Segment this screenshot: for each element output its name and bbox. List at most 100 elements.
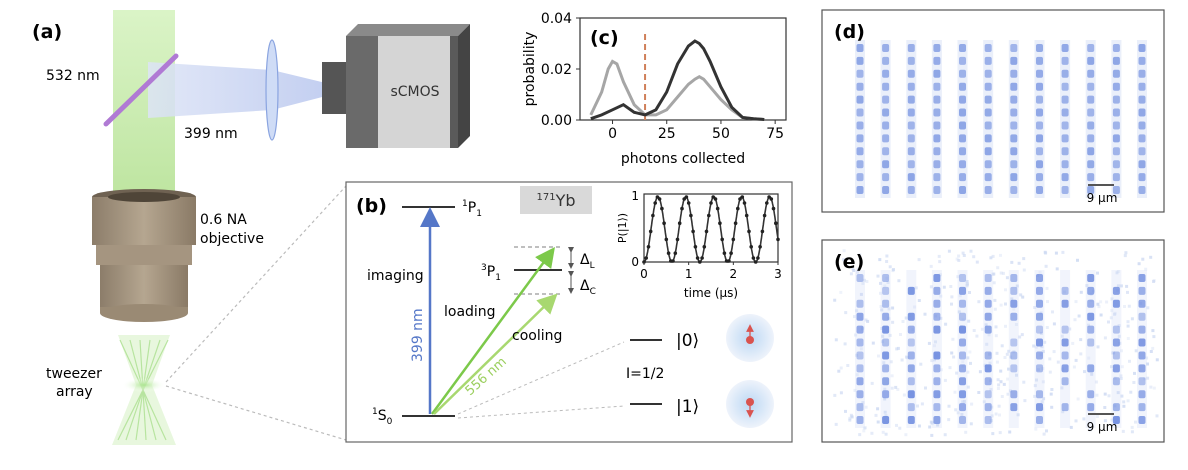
atom-spot — [882, 364, 890, 373]
image-noise-pixel — [844, 409, 847, 413]
atom-spot — [959, 364, 966, 373]
atom-spot — [1138, 377, 1146, 386]
image-noise-pixel — [1146, 376, 1150, 380]
image-noise-pixel — [917, 299, 921, 302]
atom-image-e — [833, 249, 1159, 437]
atom-spot — [1010, 299, 1018, 308]
atom-spot — [1112, 286, 1120, 295]
image-noise-pixel — [958, 294, 962, 298]
image-noise-pixel — [889, 360, 893, 364]
image-noise-pixel — [1040, 345, 1044, 349]
image-noise-pixel — [1116, 270, 1120, 273]
histogram-ytick-label: 0.00 — [541, 113, 572, 129]
tweezer-beams — [112, 335, 176, 445]
image-noise-pixel — [920, 402, 924, 406]
image-noise-pixel — [856, 270, 859, 274]
image-noise-pixel — [916, 404, 919, 408]
image-noise-pixel — [1155, 358, 1159, 362]
image-noise-pixel — [1103, 392, 1107, 396]
image-noise-pixel — [849, 272, 853, 276]
image-noise-pixel — [853, 315, 856, 319]
image-noise-pixel — [999, 271, 1003, 275]
objective-label-1: 0.6 NA — [200, 212, 247, 228]
image-noise-pixel — [1124, 251, 1128, 255]
image-noise-pixel — [1044, 251, 1048, 255]
image-noise-pixel — [862, 429, 866, 433]
image-noise-pixel — [1103, 406, 1107, 409]
image-noise-pixel — [930, 359, 934, 363]
histogram-xtick-label: 0 — [608, 126, 617, 142]
image-noise-pixel — [1000, 395, 1004, 398]
image-noise-pixel — [1071, 341, 1075, 345]
image-noise-pixel — [1055, 267, 1059, 271]
image-noise-pixel — [1129, 390, 1133, 394]
rabi-data-point — [691, 229, 695, 234]
atom-spot — [933, 312, 941, 321]
image-noise-pixel — [947, 249, 951, 253]
image-noise-pixel — [1069, 425, 1073, 429]
zoom-line-state1 — [457, 405, 625, 419]
image-noise-pixel — [929, 264, 933, 268]
atom-spot — [882, 338, 890, 347]
image-noise-pixel — [892, 268, 895, 271]
image-noise-pixel — [1033, 306, 1037, 309]
atom-spot — [882, 416, 890, 424]
image-noise-pixel — [943, 433, 947, 437]
image-noise-pixel — [877, 354, 880, 358]
image-noise-pixel — [1096, 345, 1100, 349]
objective-label-2: objective — [200, 231, 264, 247]
image-noise-pixel — [1126, 320, 1130, 324]
atom-spot — [1010, 364, 1018, 373]
image-noise-pixel — [880, 308, 884, 312]
image-noise-pixel — [861, 401, 865, 405]
image-noise-pixel — [1004, 324, 1007, 328]
image-noise-pixel — [989, 388, 993, 391]
image-noise-pixel — [1145, 356, 1149, 360]
image-noise-pixel — [1022, 380, 1026, 384]
dichroic-mirror — [103, 53, 179, 127]
image-noise-pixel — [1042, 397, 1046, 401]
image-noise-pixel — [833, 393, 837, 397]
image-noise-pixel — [1097, 305, 1101, 309]
rabi-ytick-0: 0 — [631, 255, 639, 269]
image-noise-pixel — [969, 422, 973, 426]
atom-spot — [1061, 338, 1069, 347]
image-noise-pixel — [1016, 413, 1020, 417]
image-noise-pixel — [954, 408, 958, 412]
image-noise-pixel — [1012, 307, 1016, 311]
image-noise-pixel — [1018, 335, 1022, 339]
image-noise-pixel — [957, 310, 961, 314]
image-noise-pixel — [995, 351, 999, 355]
image-noise-pixel — [950, 295, 954, 299]
image-noise-pixel — [886, 281, 890, 284]
rabi-data-point — [747, 229, 751, 234]
image-noise-pixel — [988, 361, 992, 365]
image-noise-pixel — [993, 307, 997, 311]
image-noise-pixel — [998, 431, 1002, 435]
atom-spot — [984, 325, 992, 334]
image-noise-pixel — [992, 272, 996, 276]
image-noise-pixel — [862, 278, 866, 282]
image-noise-pixel — [969, 361, 972, 365]
rabi-xtick-label: 2 — [730, 267, 738, 281]
image-noise-pixel — [994, 334, 998, 338]
image-noise-pixel — [1006, 392, 1010, 396]
image-noise-pixel — [969, 249, 973, 253]
series-dark — [590, 39, 765, 121]
atom-spot — [856, 416, 864, 424]
image-noise-pixel — [891, 320, 895, 324]
atom-spot — [1087, 325, 1095, 334]
scale-label-e: 9 μm — [1087, 420, 1118, 434]
image-noise-pixel — [1085, 284, 1089, 288]
image-noise-pixel — [1048, 357, 1052, 361]
atom-spot — [1036, 364, 1043, 373]
rabi-data-point — [673, 251, 678, 255]
image-noise-pixel — [837, 369, 841, 373]
image-noise-pixel — [1113, 312, 1117, 316]
atom-spot — [1061, 364, 1069, 373]
image-noise-pixel — [990, 414, 994, 418]
image-noise-pixel — [930, 422, 934, 426]
atom-spot — [933, 403, 941, 412]
image-noise-pixel — [879, 281, 883, 285]
